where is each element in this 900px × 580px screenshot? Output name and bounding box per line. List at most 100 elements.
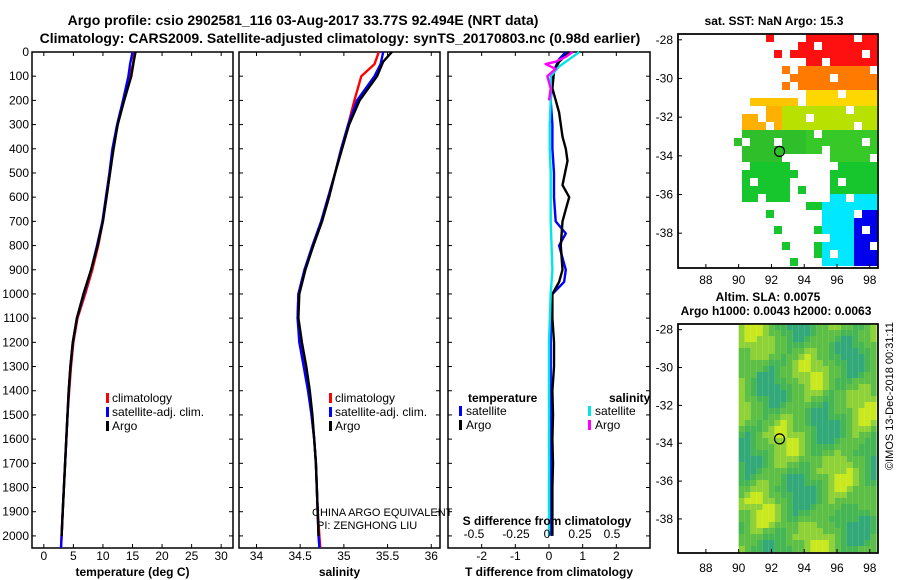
sla-cell xyxy=(744,402,751,408)
sla-cell xyxy=(852,342,859,348)
sla-cell xyxy=(852,498,859,504)
sla-cell xyxy=(768,324,775,330)
sla-cell xyxy=(864,378,871,384)
sla-cell xyxy=(744,396,751,402)
sla-cell xyxy=(768,492,775,498)
pressure-tick-label: 1300 xyxy=(2,360,29,374)
sla-cell xyxy=(786,420,793,426)
sst-cell xyxy=(798,122,806,130)
sla-cell xyxy=(858,450,865,456)
sst-cell xyxy=(846,98,854,106)
sla-cell xyxy=(786,468,793,474)
sla-cell xyxy=(852,336,859,342)
sla-cell xyxy=(846,474,853,480)
pressure-tick-label: 1900 xyxy=(2,505,29,519)
sst-cell xyxy=(870,58,878,66)
sla-cell xyxy=(756,450,763,456)
sst-cell xyxy=(870,226,878,234)
sla-cell xyxy=(756,516,763,522)
sla-cell xyxy=(792,330,799,336)
sst-cell xyxy=(862,90,870,98)
sst-cell xyxy=(838,42,846,50)
sst-cell xyxy=(870,234,878,242)
sst-cell xyxy=(838,258,846,266)
sla-cell xyxy=(804,384,811,390)
sla-cell xyxy=(780,540,787,546)
sst-map-title: sat. SST: NaN Argo: 15.3 xyxy=(705,14,844,28)
sst-cell xyxy=(814,50,822,58)
sst-cell xyxy=(854,250,862,258)
sla-cell xyxy=(762,330,769,336)
sla-cell xyxy=(774,432,781,438)
sst-cell xyxy=(782,82,790,90)
sla-cell xyxy=(846,480,853,486)
sla-cell xyxy=(858,534,865,540)
sla-cell xyxy=(822,348,829,354)
sla-cell xyxy=(858,372,865,378)
sla-cell xyxy=(786,324,793,330)
sst-cell xyxy=(846,58,854,66)
sst-cell xyxy=(766,170,774,178)
sla-cell xyxy=(756,390,763,396)
sla-cell xyxy=(774,336,781,342)
sla-cell xyxy=(768,432,775,438)
sla-cell xyxy=(744,522,751,528)
sst-cell xyxy=(806,98,814,106)
sla-cell xyxy=(816,396,823,402)
sst-cell xyxy=(862,58,870,66)
sla-cell xyxy=(786,492,793,498)
sla-cell xyxy=(810,330,817,336)
sla-cell xyxy=(804,468,811,474)
sst-cell xyxy=(830,146,838,154)
sst-cell xyxy=(854,74,862,82)
sst-cell xyxy=(870,114,878,122)
sla-cell xyxy=(840,360,847,366)
sst-argo-marker xyxy=(773,145,786,157)
sla-cell xyxy=(810,372,817,378)
sst-cell xyxy=(862,98,870,106)
sst-cell xyxy=(750,138,758,146)
sst-cell xyxy=(830,218,838,226)
sst-cell xyxy=(750,170,758,178)
sla-cell xyxy=(822,378,829,384)
sst-cell xyxy=(846,82,854,90)
sla-cell xyxy=(738,414,745,420)
sla-cell xyxy=(816,492,823,498)
sst-cell xyxy=(870,98,878,106)
sla-cell xyxy=(846,456,853,462)
sst-cell xyxy=(790,114,798,122)
sla-cell xyxy=(846,438,853,444)
sla-cell xyxy=(780,462,787,468)
legend-label: climatology xyxy=(112,391,172,405)
sla-cell xyxy=(738,336,745,342)
sla-cell xyxy=(768,396,775,402)
sla-cell xyxy=(810,444,817,450)
sla-cell xyxy=(840,444,847,450)
diff-legend-swatch-t-0 xyxy=(459,406,462,416)
sst-cell xyxy=(766,210,774,218)
sst-ytick-label: -36 xyxy=(656,188,674,202)
sst-cell xyxy=(822,106,830,114)
sla-cell xyxy=(792,492,799,498)
sla-cell xyxy=(846,528,853,534)
sla-heatmap-cells xyxy=(738,324,877,552)
sla-cell xyxy=(780,354,787,360)
sst-cell xyxy=(822,122,830,130)
sst-cell xyxy=(838,146,846,154)
sla-cell xyxy=(798,444,805,450)
sla-cell xyxy=(870,462,877,468)
sla-cell xyxy=(804,420,811,426)
sla-cell xyxy=(852,450,859,456)
sla-cell xyxy=(738,498,745,504)
sla-cell xyxy=(864,324,871,330)
sla-cell xyxy=(750,528,757,534)
sst-cell xyxy=(782,130,790,138)
sst-cell xyxy=(782,162,790,170)
sla-cell xyxy=(774,510,781,516)
diff-legend-temperature-title: temperature xyxy=(468,391,538,405)
sla-cell xyxy=(858,432,865,438)
sst-cell xyxy=(830,154,838,162)
diff-legend-left-label: Argo xyxy=(466,418,492,432)
diff-legend-salinity-title: salinity xyxy=(609,391,651,405)
sla-cell xyxy=(786,336,793,342)
